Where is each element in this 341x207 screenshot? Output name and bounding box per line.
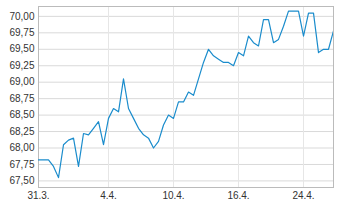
svg-text:4.4.: 4.4. (100, 190, 117, 201)
svg-text:67,75: 67,75 (9, 159, 34, 170)
svg-text:69,75: 69,75 (9, 27, 34, 38)
svg-text:69,00: 69,00 (9, 76, 34, 87)
svg-text:69,25: 69,25 (9, 60, 34, 71)
svg-text:68,25: 68,25 (9, 126, 34, 137)
svg-text:70,00: 70,00 (9, 11, 34, 22)
svg-text:24.4.: 24.4. (292, 190, 314, 201)
svg-text:68,75: 68,75 (9, 93, 34, 104)
svg-text:31.3.: 31.3. (27, 190, 49, 201)
svg-text:16.4.: 16.4. (227, 190, 249, 201)
svg-text:68,50: 68,50 (9, 109, 34, 120)
svg-text:68,00: 68,00 (9, 142, 34, 153)
svg-text:67,50: 67,50 (9, 175, 34, 186)
svg-text:69,50: 69,50 (9, 43, 34, 54)
svg-text:10.4.: 10.4. (162, 190, 184, 201)
